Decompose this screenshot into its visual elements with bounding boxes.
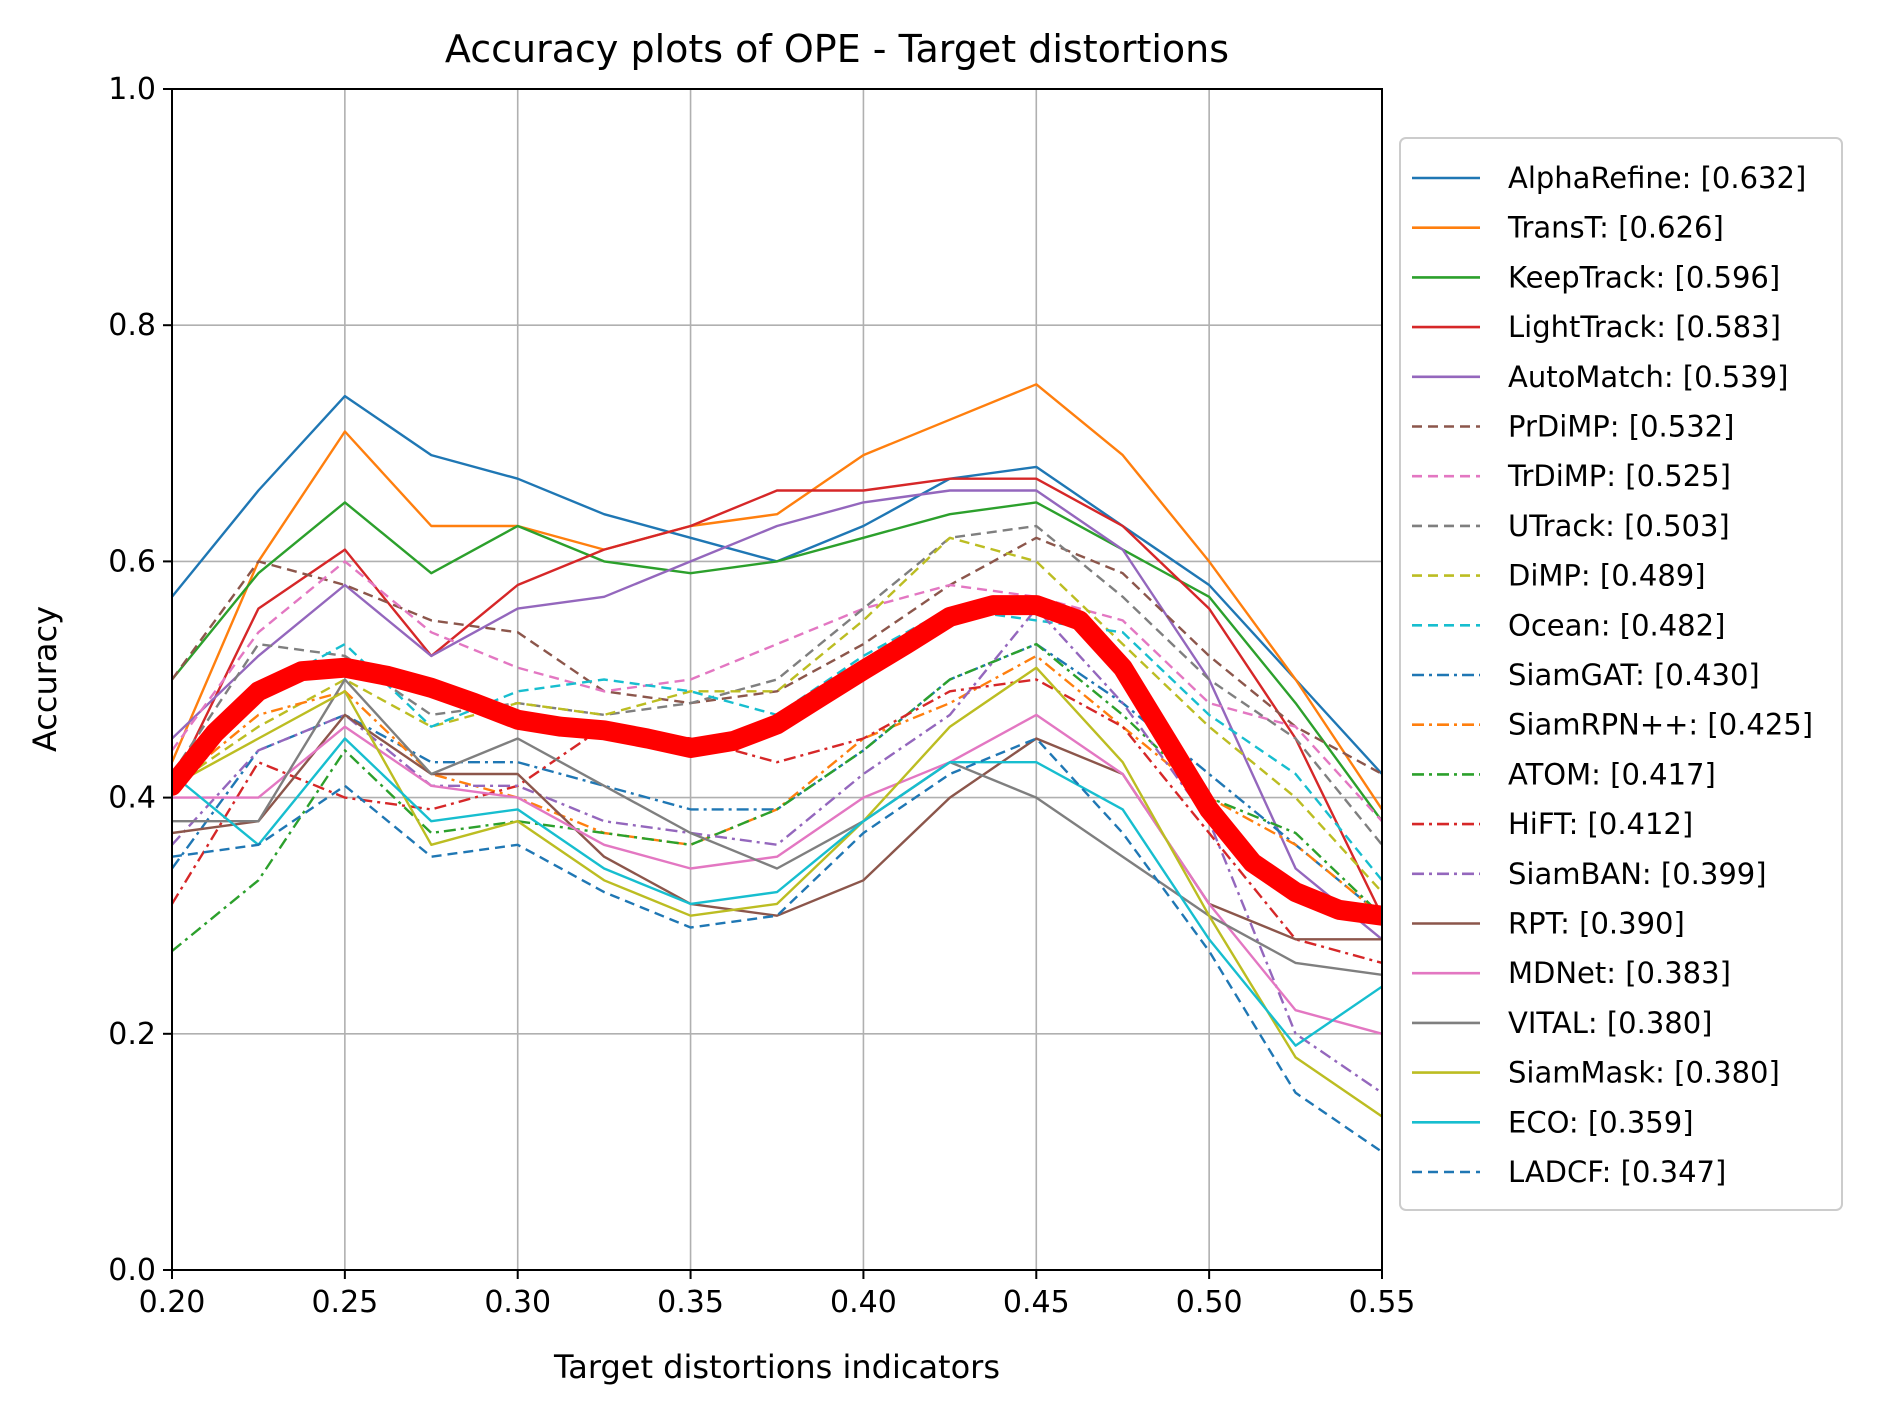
legend-label: ATOM: [0.417]: [1508, 757, 1716, 791]
legend-label: SiamRPN++: [0.425]: [1508, 708, 1813, 742]
x-tick-label: 0.50: [1176, 1285, 1243, 1320]
legend-label: AlphaRefine: [0.632]: [1508, 161, 1806, 195]
legend-label: Ocean: [0.482]: [1508, 608, 1725, 642]
mean-accuracy-curve: [172, 595, 1382, 926]
series-line: [172, 713, 1382, 1035]
legend-label: TrDiMP: [0.525]: [1507, 459, 1731, 493]
x-tick-label: 0.45: [1003, 1285, 1070, 1320]
y-tick-label: 0.4: [108, 781, 156, 816]
legend-label: SiamBAN: [0.399]: [1508, 857, 1767, 891]
series-line: [172, 536, 1382, 893]
axis-ticks: 0.20 0.25 0.30 0.35 0.40 0.45 0.50 0.55 0.0 0.2 0.…: [108, 72, 1415, 1320]
series-line: [172, 737, 1382, 1047]
legend-label: UTrack: [0.503]: [1508, 509, 1730, 543]
legend-label: TransT: [0.626]: [1507, 211, 1724, 245]
chart-title: Accuracy plots of OPE - Target distortio…: [445, 27, 1229, 71]
legend-label: DiMP: [0.489]: [1508, 559, 1706, 593]
y-tick-label: 0.2: [108, 1017, 156, 1052]
legend-label: SiamMask: [0.380]: [1508, 1056, 1780, 1090]
series-line: [172, 383, 1382, 811]
y-tick-label: 0.8: [108, 308, 156, 343]
plot-area: [172, 383, 1382, 1153]
x-axis-title: Target distortions indicators: [553, 1348, 1000, 1386]
y-tick-label: 0.0: [108, 1253, 156, 1288]
x-tick-label: 0.35: [657, 1285, 724, 1320]
legend-label: LightTrack: [0.583]: [1508, 310, 1781, 344]
legend-label: ECO: [0.359]: [1508, 1105, 1694, 1139]
x-tick-label: 0.20: [139, 1285, 206, 1320]
series-line: [172, 678, 1382, 965]
mean-curve-layer: [172, 595, 1382, 926]
legend-label: AutoMatch: [0.539]: [1508, 360, 1788, 394]
legend-label: HiFT: [0.412]: [1508, 807, 1693, 841]
x-tick-label: 0.30: [484, 1285, 551, 1320]
legend-label: LADCF: [0.347]: [1508, 1155, 1726, 1189]
legend-label: SiamGAT: [0.430]: [1508, 658, 1760, 692]
legend-label: MDNet: [0.383]: [1508, 956, 1731, 990]
series-line: [172, 666, 1382, 1118]
y-axis-title: Accuracy: [26, 606, 64, 752]
series-line: [172, 607, 1382, 1094]
legend: AlphaRefine: [0.632] TransT: [0.626] KeepT…: [1399, 137, 1843, 1211]
legend-label: PrDiMP: [0.532]: [1508, 410, 1734, 444]
legend-label: VITAL: [0.380]: [1508, 1006, 1713, 1040]
series-line: [172, 560, 1382, 823]
legend-label: RPT: [0.390]: [1508, 907, 1685, 941]
y-tick-label: 0.6: [108, 544, 156, 579]
x-tick-label: 0.25: [311, 1285, 378, 1320]
series-line: [172, 737, 1382, 1153]
legend-box: [1399, 137, 1843, 1211]
legend-label: KeepTrack: [0.596]: [1508, 260, 1780, 294]
series-line: [172, 489, 1382, 941]
plot-frame: [171, 88, 1383, 1271]
x-tick-label: 0.55: [1349, 1285, 1416, 1320]
x-tick-label: 0.40: [830, 1285, 897, 1320]
series-line: [172, 536, 1382, 776]
y-tick-label: 1.0: [108, 72, 156, 107]
